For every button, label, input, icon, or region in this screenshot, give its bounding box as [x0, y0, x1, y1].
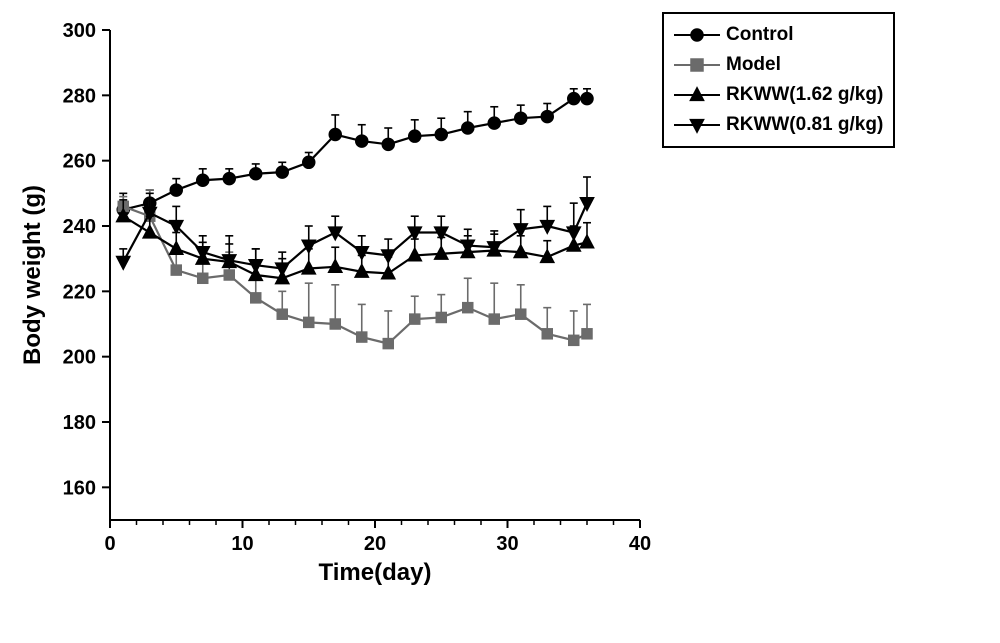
legend: Control Model RKWW(1.62 g/kg) RKWW(0.81 g/k… [662, 12, 895, 148]
legend-swatch [674, 85, 720, 105]
legend-swatch [674, 115, 720, 135]
legend-item: Model [674, 50, 883, 80]
y-axis-label: Body weight (g) [19, 185, 46, 365]
y-tick-label: 220 [63, 281, 96, 303]
y-tick-label: 160 [63, 477, 96, 499]
x-tick-label: 10 [231, 533, 253, 555]
x-axis-label: Time(day) [319, 559, 432, 586]
x-tick-label: 0 [104, 533, 115, 555]
x-tick-label: 30 [496, 533, 518, 555]
legend-item: RKWW(1.62 g/kg) [674, 80, 883, 110]
legend-swatch [674, 55, 720, 75]
x-tick-label: 40 [629, 533, 651, 555]
legend-label: RKWW(0.81 g/kg) [726, 114, 883, 136]
y-tick-label: 280 [63, 85, 96, 107]
legend-label: RKWW(1.62 g/kg) [726, 84, 883, 106]
y-tick-label: 260 [63, 151, 96, 173]
legend-item: RKWW(0.81 g/kg) [674, 110, 883, 140]
y-tick-label: 240 [63, 216, 96, 238]
x-tick-label: 20 [364, 533, 386, 555]
legend-label: Control [726, 24, 794, 46]
y-tick-label: 300 [63, 20, 96, 42]
series-rkww-1-62-g-kg- [117, 200, 594, 284]
series-rkww-0-81-g-kg- [117, 177, 594, 276]
legend-item: Control [674, 20, 883, 50]
series-control [117, 89, 593, 216]
legend-label: Model [726, 54, 781, 76]
y-tick-label: 200 [63, 347, 96, 369]
y-tick-label: 180 [63, 412, 96, 434]
legend-swatch [674, 25, 720, 45]
chart-container: 0 10 20 30 40 160 180 200 220 240 260 280 300 Time(da… [0, 0, 1000, 643]
